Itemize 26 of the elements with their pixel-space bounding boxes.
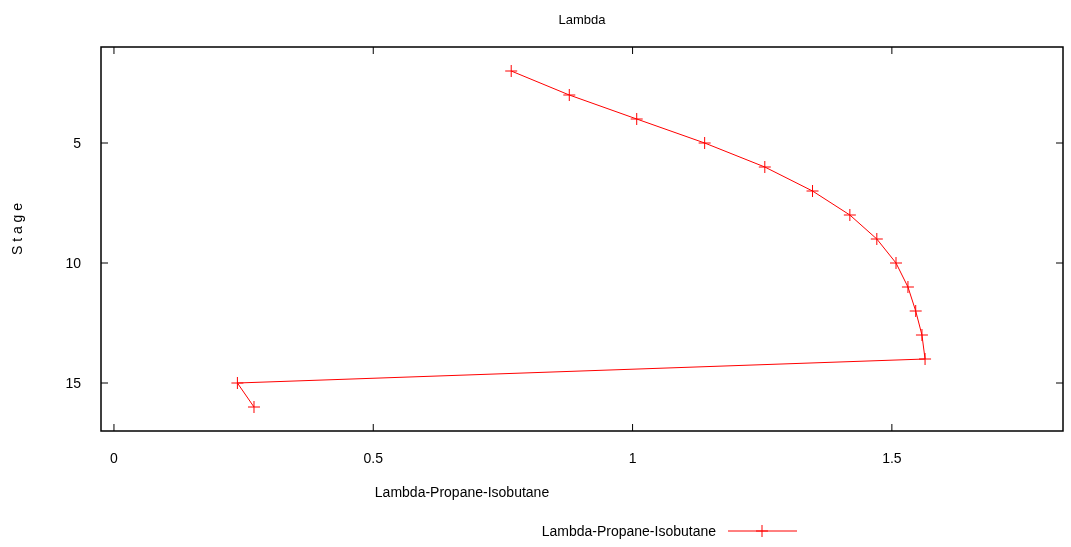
chart-title: Lambda <box>558 12 607 27</box>
legend-label: Lambda-Propane-Isobutane <box>541 522 717 539</box>
point <box>504 64 518 78</box>
point <box>915 328 929 342</box>
y-tick-label: 5 <box>73 134 82 151</box>
point <box>806 184 820 198</box>
x-tick-label: 0.5 <box>363 450 384 466</box>
x-axis-title: Lambda-Propane-Isobutane <box>374 484 550 500</box>
point <box>230 376 244 390</box>
point <box>843 208 857 222</box>
x-tick-label: 1.5 <box>882 450 902 466</box>
point <box>918 352 932 366</box>
point <box>889 256 903 270</box>
y-tick-label: 15 <box>65 374 82 391</box>
x-tick-label: 0 <box>110 450 119 466</box>
point <box>562 88 576 102</box>
y-tick-label: 10 <box>65 254 82 271</box>
point <box>870 232 884 246</box>
x-tick-label: 1 <box>628 450 637 466</box>
point <box>247 400 261 414</box>
point <box>901 280 915 294</box>
point <box>758 160 772 174</box>
y-axis-title: S t a g e <box>9 202 25 256</box>
point <box>909 304 923 318</box>
point <box>630 112 644 126</box>
point <box>698 136 712 150</box>
